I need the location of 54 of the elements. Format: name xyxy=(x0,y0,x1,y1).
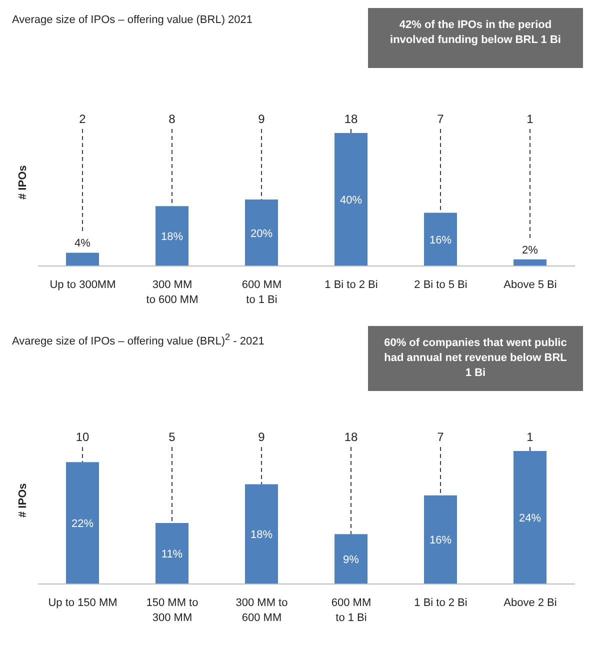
data-label: 16% xyxy=(429,534,452,547)
text: 7 xyxy=(437,112,444,126)
bar xyxy=(514,451,546,584)
x-tick-label: 300 MM to 600 MM xyxy=(146,279,198,306)
bar xyxy=(424,212,457,266)
x-tick-label: 600 MM to 1 Bi xyxy=(331,597,372,624)
y-axis-title: # IPOs xyxy=(16,165,29,200)
bar xyxy=(156,523,188,584)
x-tick-label: 2 Bi to 5 Bi xyxy=(414,279,468,291)
bar xyxy=(66,252,99,266)
x-tick-label: 600 MM to 1 Bi xyxy=(242,279,282,306)
text: 18 xyxy=(344,112,358,126)
text: 9 xyxy=(258,430,266,444)
data-label: 20% xyxy=(250,228,273,240)
text: 8 xyxy=(168,112,176,126)
bar xyxy=(514,259,546,266)
bar xyxy=(424,495,457,584)
data-label: 2% xyxy=(522,244,538,256)
text: 7 xyxy=(437,430,444,444)
x-tick-label: Above 2 Bi xyxy=(504,597,557,609)
data-label: 11% xyxy=(161,548,183,561)
text: 18 xyxy=(344,430,358,444)
chart-title: Avarege size of IPOs – offering value (BRL)$^{2}$ - 2021 xyxy=(12,332,264,348)
bar xyxy=(334,133,368,266)
chart-title: Average size of IPOs – offering value (BRL) 2021 xyxy=(12,14,253,26)
y-axis-title: # IPOs xyxy=(16,483,29,518)
data-label: 24% xyxy=(518,512,542,524)
bar xyxy=(66,462,99,584)
text: 1 xyxy=(526,430,534,444)
data-label: 16% xyxy=(429,234,452,246)
text: 60% of companies that went public had annual net revenue below BRL 1 Bi xyxy=(368,326,583,391)
text: 2 xyxy=(79,112,86,126)
data-label: 18% xyxy=(250,529,273,542)
text: 5 xyxy=(168,430,176,444)
bar xyxy=(334,534,368,584)
data-label: 4% xyxy=(74,238,91,250)
text: 9 xyxy=(258,112,266,126)
x-tick-label: 1 Bi to 2 Bi xyxy=(414,597,468,609)
x-tick-label: Above 5 Bi xyxy=(504,279,557,291)
x-tick-label: 1 Bi to 2 Bi xyxy=(324,279,378,291)
bar xyxy=(245,200,278,266)
x-tick-label: 300 MM to 600 MM xyxy=(236,597,288,624)
text: 1 xyxy=(526,112,534,126)
x-tick-label: 150 MM to 300 MM xyxy=(146,597,198,624)
bar xyxy=(245,484,278,584)
text: 10 xyxy=(76,430,90,444)
x-tick-label: Up to 150 MM xyxy=(48,597,118,609)
text: 42% of the IPOs in the period involved funding below BRL 1 Bi xyxy=(368,8,583,68)
bar xyxy=(156,206,188,266)
data-label: 9% xyxy=(343,554,360,566)
data-label: 40% xyxy=(340,194,362,206)
data-label: 22% xyxy=(71,518,94,530)
x-tick-label: Up to 300MM xyxy=(50,279,116,291)
data-label: 18% xyxy=(160,231,184,244)
